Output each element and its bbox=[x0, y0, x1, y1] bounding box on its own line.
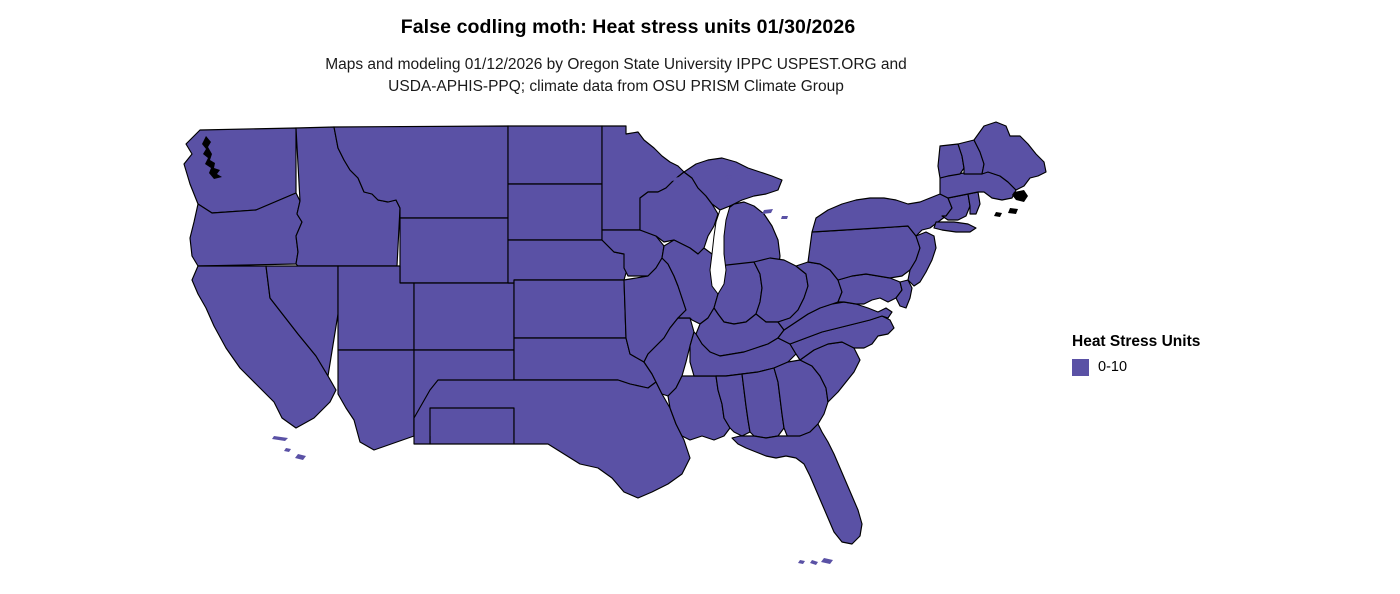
state-colorado bbox=[413, 282, 515, 351]
page-title-block: False codling moth: Heat stress units 01… bbox=[0, 14, 1256, 40]
state-north-dakota bbox=[507, 125, 603, 185]
state-new-jersey bbox=[907, 231, 937, 287]
channel-islands bbox=[272, 436, 306, 460]
state-south-dakota bbox=[507, 183, 603, 241]
subtitle-line-1: Maps and modeling 01/12/2026 by Oregon S… bbox=[325, 56, 907, 73]
state-michigan-upper bbox=[683, 157, 783, 211]
legend-label-0-10: 0-10 bbox=[1098, 358, 1128, 375]
legend: Heat Stress Units 0-10 bbox=[1072, 332, 1272, 376]
legend-title: Heat Stress Units bbox=[1072, 333, 1201, 350]
lake-superior-islets bbox=[671, 164, 732, 181]
state-rhode-island bbox=[967, 191, 981, 215]
state-kansas bbox=[513, 279, 627, 339]
page-subtitle-block: Maps and modeling 01/12/2026 by Oregon S… bbox=[0, 54, 1232, 98]
cape-cod-islands bbox=[994, 190, 1028, 217]
puget-islands bbox=[202, 136, 222, 179]
page-title: False codling moth: Heat stress units 01… bbox=[400, 16, 856, 38]
state-maryland bbox=[837, 273, 903, 305]
great-lakes-islets bbox=[762, 209, 788, 219]
subtitle-line-2: USDA-APHIS-PPQ; climate data from OSU PR… bbox=[388, 78, 844, 95]
long-island bbox=[933, 221, 977, 233]
state-maine bbox=[973, 121, 1047, 191]
state-wisconsin bbox=[639, 171, 719, 255]
state-new-york bbox=[811, 193, 953, 237]
state-delaware bbox=[895, 279, 913, 309]
us-choropleth-map bbox=[178, 118, 1058, 588]
state-arizona bbox=[337, 349, 415, 451]
us-map-svg bbox=[183, 121, 1047, 565]
lake-michigan bbox=[709, 205, 731, 295]
state-tennessee bbox=[689, 331, 797, 377]
florida-keys bbox=[798, 558, 833, 565]
legend-item-0-10[interactable]: 0-10 bbox=[1072, 358, 1272, 376]
state-florida bbox=[731, 423, 863, 545]
legend-swatch-0-10 bbox=[1072, 358, 1089, 376]
state-wyoming bbox=[399, 217, 509, 284]
